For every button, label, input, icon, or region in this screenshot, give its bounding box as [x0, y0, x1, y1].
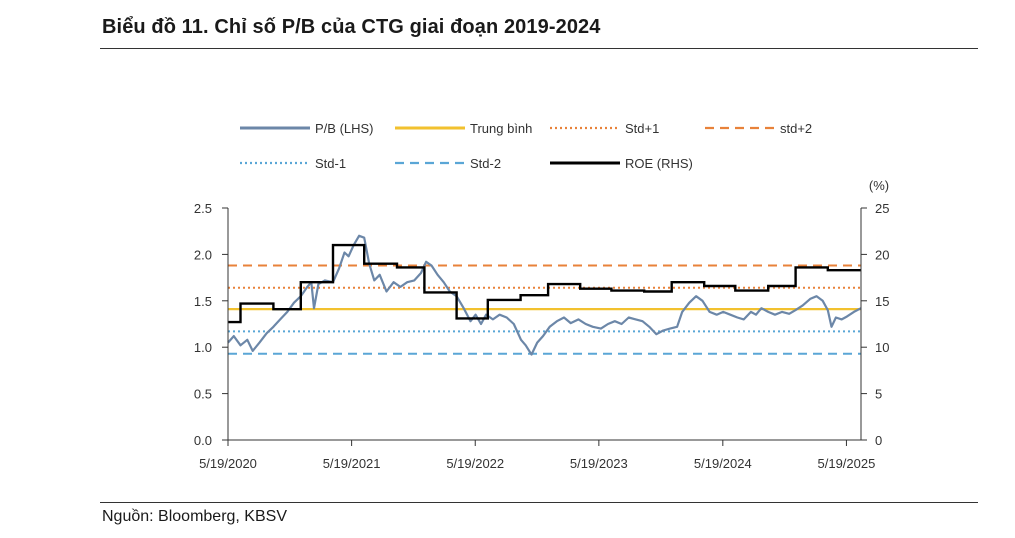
chart-title: Biểu đồ 11. Chỉ số P/B của CTG giai đoạn… [102, 16, 601, 38]
y-left-tick-label-2: 1.0 [194, 340, 212, 355]
legend-label-1: Trung bình [470, 121, 532, 136]
axes: 0.0 0.5 1.0 1.5 2.0 2.5 0 5 10 15 20 25 5/19/2020 5/1… [194, 201, 890, 471]
title-divider [100, 48, 978, 49]
y-right-tick-label-3: 15 [875, 294, 889, 309]
legend: P/B (LHS) Trung bình Std+1 std+2 Std-1 Std-2 R… [240, 121, 812, 171]
y-left-tick-label-1: 0.5 [194, 387, 212, 402]
legend-label-6: ROE (RHS) [625, 156, 693, 171]
series-roe-line [228, 243, 861, 324]
legend-label-4: Std-1 [315, 156, 346, 171]
x-tick-label-0: 5/19/2020 [199, 456, 257, 471]
y-left-tick-label-5: 2.5 [194, 201, 212, 216]
y-left-tick-label-3: 1.5 [194, 294, 212, 309]
y-right-tick-label-0: 0 [875, 433, 882, 448]
legend-label-5: Std-2 [470, 156, 501, 171]
y-left-tick-label-0: 0.0 [194, 433, 212, 448]
y-right-tick-label-2: 10 [875, 340, 889, 355]
y-left-tick-label-4: 2.0 [194, 247, 212, 262]
legend-label-2: Std+1 [625, 121, 659, 136]
right-axis-unit: (%) [869, 178, 889, 193]
x-tick-label-2: 5/19/2022 [446, 456, 504, 471]
y-right-tick-label-5: 25 [875, 201, 889, 216]
legend-label-3: std+2 [780, 121, 812, 136]
footer-divider [100, 502, 978, 503]
series-lines [227, 234, 862, 356]
x-tick-label-1: 5/19/2021 [323, 456, 381, 471]
source-note: Nguồn: Bloomberg, KBSV [102, 508, 287, 525]
y-right-tick-label-4: 20 [875, 247, 889, 262]
x-tick-label-3: 5/19/2023 [570, 456, 628, 471]
x-tick-label-5: 5/19/2025 [818, 456, 876, 471]
y-right-tick-label-1: 5 [875, 387, 882, 402]
legend-label-0: P/B (LHS) [315, 121, 374, 136]
x-tick-label-4: 5/19/2024 [694, 456, 752, 471]
